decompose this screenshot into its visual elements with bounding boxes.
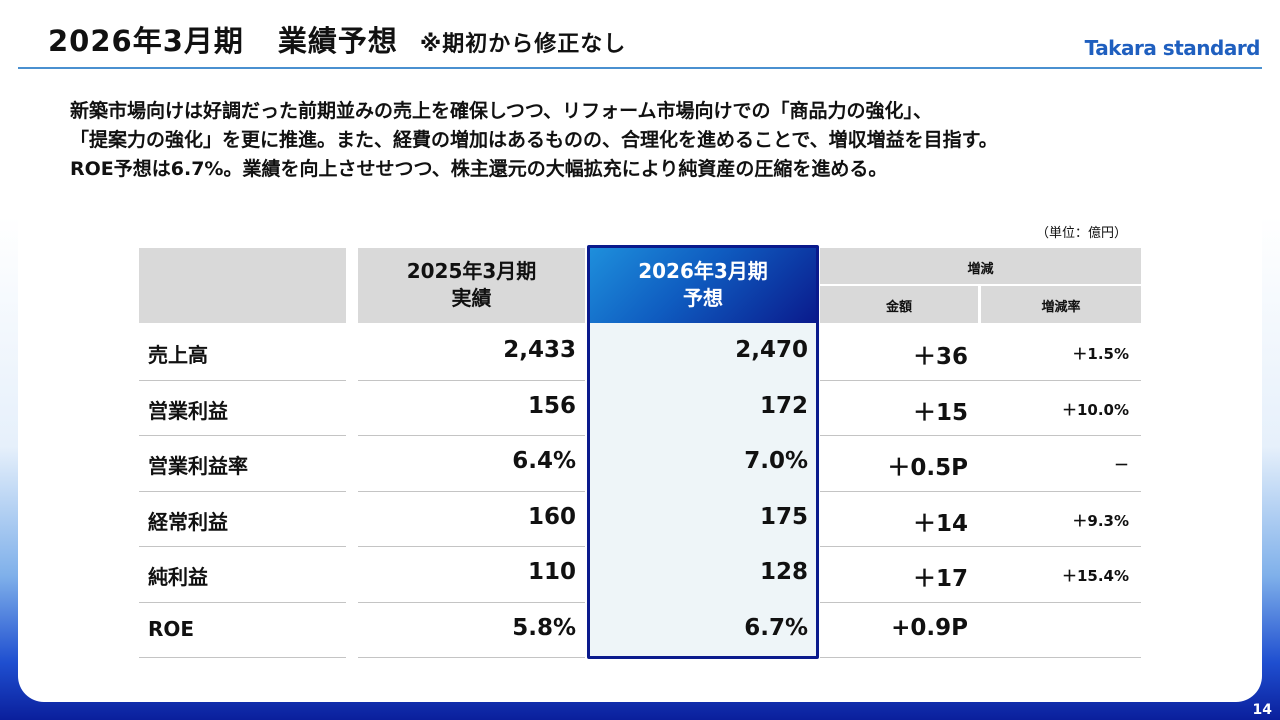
row-separator bbox=[358, 546, 585, 547]
change-rate: ＋15.4% bbox=[1061, 567, 1129, 585]
row-separator bbox=[358, 657, 585, 658]
row-label: 営業利益率 bbox=[148, 454, 248, 478]
header-prev-line2: 実績 bbox=[451, 286, 492, 310]
row-separator bbox=[820, 491, 1141, 492]
company-logo: Takara standard bbox=[1084, 36, 1261, 60]
forecast-value: 175 bbox=[759, 504, 808, 530]
header-prev-cell bbox=[358, 248, 585, 323]
forecast-value: 128 bbox=[759, 559, 808, 585]
header-fcst-line2: 予想 bbox=[683, 286, 723, 310]
change-amount: ＋36 bbox=[912, 344, 968, 370]
row-separator bbox=[139, 657, 346, 658]
row-separator bbox=[820, 380, 1141, 381]
prev-value: 6.4% bbox=[512, 448, 576, 474]
change-rate: ＋1.5% bbox=[1072, 345, 1129, 363]
row-separator bbox=[820, 602, 1141, 603]
row-separator bbox=[820, 546, 1141, 547]
forecast-value: 172 bbox=[759, 393, 808, 419]
title-note: ※期初から修正なし bbox=[419, 32, 627, 57]
summary-line-1: 新築市場向けは好調だった前期並みの売上を確保しつつ、リフォーム市場向けでの「商品… bbox=[70, 100, 933, 122]
title-period: 2026年3月期 bbox=[48, 24, 244, 58]
prev-value: 156 bbox=[527, 393, 576, 419]
summary-line-3: ROE予想は6.7%。業績を向上させせつつ、株主還元の大幅拡充により純資産の圧縮… bbox=[70, 158, 888, 180]
prev-value: 110 bbox=[527, 559, 576, 585]
forecast-value: 6.7% bbox=[744, 615, 808, 641]
summary-line-2: 「提案力の強化」を更に推進。また、経費の増加はあるものの、合理化を進めることで、… bbox=[70, 129, 998, 151]
row-separator bbox=[358, 491, 585, 492]
forecast-highlight-border bbox=[587, 245, 819, 659]
row-separator bbox=[139, 491, 346, 492]
change-amount: ＋17 bbox=[912, 566, 968, 592]
row-label: ROE bbox=[148, 617, 195, 641]
forecast-column-bg bbox=[590, 323, 816, 656]
header-amount-label: 金額 bbox=[885, 300, 912, 315]
row-separator bbox=[139, 380, 346, 381]
header-prev-label: 2025年3月期 実績 bbox=[358, 258, 585, 312]
row-separator bbox=[358, 435, 585, 436]
header-change-cell bbox=[820, 248, 1141, 284]
row-label: 営業利益 bbox=[148, 399, 228, 423]
row-separator bbox=[139, 546, 346, 547]
forecast-value: 7.0% bbox=[744, 448, 808, 474]
forecast-header-cell bbox=[590, 248, 816, 323]
prev-value: 2,433 bbox=[503, 337, 576, 363]
row-separator bbox=[139, 602, 346, 603]
title-divider bbox=[18, 67, 1262, 69]
summary-text: 新築市場向けは好調だった前期並みの売上を確保しつつ、リフォーム市場向けでの「商品… bbox=[70, 97, 1240, 184]
row-separator bbox=[820, 435, 1141, 436]
header-prev-line1: 2025年3月期 bbox=[406, 259, 537, 283]
header-fcst-label: 2026年3月期 予想 bbox=[590, 258, 816, 312]
row-separator bbox=[358, 602, 585, 603]
change-rate: － bbox=[1113, 456, 1129, 474]
change-rate: ＋9.3% bbox=[1072, 512, 1129, 530]
header-amount-cell bbox=[820, 286, 978, 323]
header-blank-cell bbox=[139, 248, 346, 323]
header-change-label: 増減 bbox=[967, 262, 994, 277]
slide-title: 2026年3月期 業績予想 ※期初から修正なし bbox=[48, 18, 626, 60]
change-amount: ＋15 bbox=[912, 400, 968, 426]
row-separator bbox=[358, 380, 585, 381]
change-amount: ＋14 bbox=[912, 511, 968, 537]
prev-value: 160 bbox=[527, 504, 576, 530]
header-rate-cell bbox=[981, 286, 1141, 323]
header-fcst-line1: 2026年3月期 bbox=[638, 259, 768, 283]
row-separator bbox=[820, 657, 1141, 658]
row-label: 経常利益 bbox=[148, 510, 228, 534]
row-separator bbox=[139, 435, 346, 436]
forecast-value: 2,470 bbox=[735, 337, 808, 363]
row-label: 売上高 bbox=[148, 343, 208, 367]
header-rate-label: 増減率 bbox=[1041, 300, 1081, 315]
prev-value: 5.8% bbox=[512, 615, 576, 641]
change-amount: +0.9P bbox=[891, 615, 968, 641]
unit-label: （単位：億円） bbox=[1036, 226, 1128, 241]
row-label: 純利益 bbox=[148, 565, 208, 589]
change-rate: ＋10.0% bbox=[1061, 401, 1129, 419]
change-amount: ＋0.5P bbox=[887, 455, 968, 481]
page-number: 14 bbox=[1252, 702, 1272, 718]
title-subject: 業績予想 bbox=[277, 24, 398, 58]
